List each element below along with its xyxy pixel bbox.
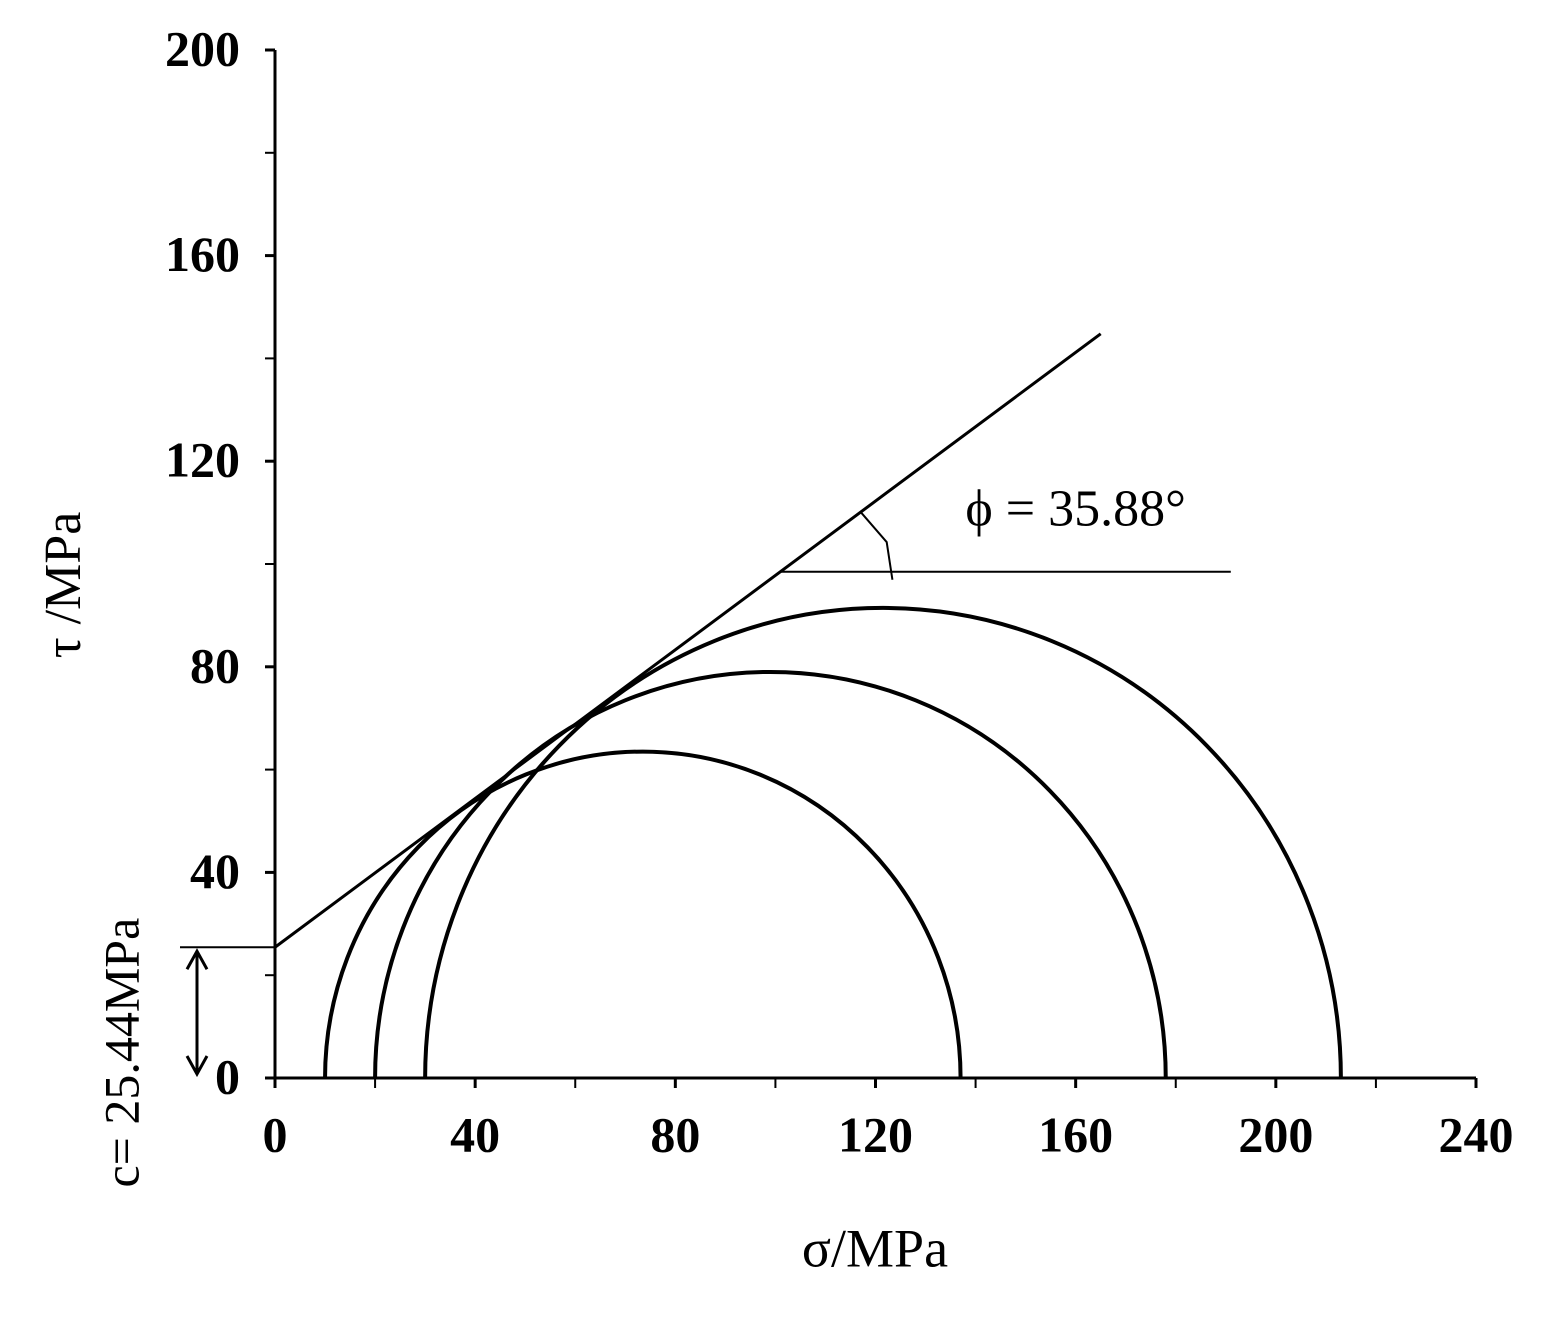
x-tick-label: 200 (1238, 1106, 1313, 1162)
x-tick-label: 80 (650, 1106, 700, 1162)
mohr-circle (323, 750, 963, 1079)
y-tick-label: 160 (165, 226, 240, 282)
x-tick-label: 160 (1038, 1106, 1113, 1162)
arrow-head (185, 948, 209, 1078)
y-tick-label: 120 (165, 432, 240, 488)
y-tick-label: 200 (165, 20, 240, 76)
cohesion-label: c= 25.44MPa (93, 918, 149, 1188)
x-tick-label: 40 (450, 1106, 500, 1162)
y-tick-label: 40 (190, 843, 240, 899)
mohr-circle (423, 605, 1343, 1079)
x-tick-label: 0 (263, 1106, 288, 1162)
y-axis-label: τ /MPa (35, 512, 92, 659)
y-tick-label: 0 (215, 1048, 240, 1104)
mohr-circle (373, 670, 1168, 1079)
x-tick-label: 120 (838, 1106, 913, 1162)
friction-angle-label: ϕ = 35.88° (965, 481, 1186, 538)
strength-envelope (274, 332, 1102, 949)
x-axis-label: σ/MPa (802, 1218, 948, 1278)
y-tick-label: 80 (190, 637, 240, 693)
angle-arc (859, 511, 894, 580)
x-tick-label: 240 (1439, 1106, 1514, 1162)
